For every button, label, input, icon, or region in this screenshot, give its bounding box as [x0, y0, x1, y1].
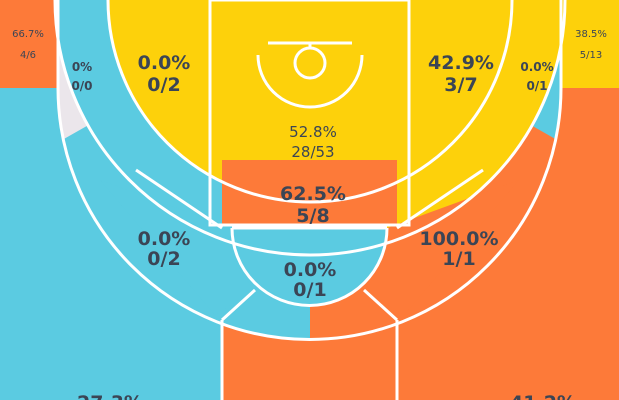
left-wing-three-pct: 27.3%	[77, 392, 143, 400]
zone-right-elbow[interactable]	[364, 180, 519, 315]
right-baseline-mid-pct: 0.0%	[520, 60, 553, 74]
right-corner-pct: 38.5%	[575, 29, 607, 40]
paint-lower-frac: 5/8	[296, 205, 329, 227]
free-throw-circle	[230, 227, 389, 307]
zone-top-key[interactable]	[232, 228, 387, 306]
basket	[256, 41, 364, 109]
right-elbow-pct: 100.0%	[419, 228, 498, 250]
top-key-pct: 0.0%	[284, 259, 337, 281]
zone-divider-left	[135, 168, 223, 230]
paint-lower-pct: 62.5%	[280, 183, 346, 205]
right-mid-upper-frac: 3/7	[444, 74, 477, 96]
right-corner-frac: 5/13	[580, 50, 602, 61]
left-baseline-mid-pct: 0%	[72, 60, 92, 74]
left-baseline-mid-frac: 0/0	[71, 79, 92, 93]
right-elbow-frac: 1/1	[442, 248, 475, 270]
inner-arc	[106, 0, 514, 204]
rim-icon	[293, 46, 327, 80]
right-baseline-mid-frac: 0/1	[526, 79, 547, 93]
paint-upper-pct: 52.8%	[289, 123, 337, 141]
zone-labels: 66.7% 4/6 0% 0/0 0.0% 0/2 52.8% 28/53 42…	[12, 29, 607, 400]
left-mid-upper-pct: 0.0%	[138, 52, 191, 74]
left-elbow-frac: 0/2	[147, 248, 180, 270]
zone-left-elbow[interactable]	[100, 180, 255, 315]
top-key-frac: 0/1	[293, 279, 326, 301]
zone-divider-lower-right	[362, 288, 399, 322]
paint-box	[208, 0, 411, 227]
zone-paint-lower[interactable]	[222, 160, 397, 225]
zone-divider-right	[396, 168, 484, 230]
three-point-line	[56, 0, 563, 341]
right-wing-three-pct: 41.2%	[510, 392, 576, 400]
left-mid-upper-frac: 0/2	[147, 74, 180, 96]
left-elbow-pct: 0.0%	[138, 228, 191, 250]
mid-range-arc	[53, 0, 567, 257]
right-mid-upper-pct: 42.9%	[428, 52, 494, 74]
zone-left-corner-three[interactable]	[0, 0, 58, 88]
zone-divider-lower-left	[220, 288, 257, 322]
paint-upper-frac: 28/53	[291, 143, 334, 161]
restricted-area-arc	[256, 54, 364, 109]
zone-right-corner-three[interactable]	[561, 0, 619, 88]
left-corner-pct: 66.7%	[12, 29, 44, 40]
court-lines	[53, 0, 567, 400]
left-corner-frac: 4/6	[20, 50, 36, 61]
